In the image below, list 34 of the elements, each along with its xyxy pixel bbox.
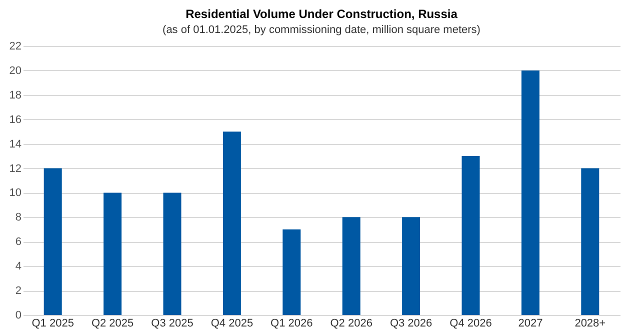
bar: [342, 217, 360, 315]
x-tick-label: Q2 2026: [330, 318, 372, 330]
bar: [163, 192, 182, 315]
bar: [462, 156, 480, 315]
bar: [282, 229, 301, 315]
y-tick-label: 20: [9, 64, 22, 77]
y-tick-label: 16: [9, 114, 22, 126]
x-tick-label: Q1 2025: [32, 318, 74, 330]
x-tick-label: Q2 2025: [91, 318, 134, 330]
y-tick-label: 14: [9, 138, 22, 150]
y-tick-label: 0: [15, 310, 22, 322]
y-tick-label: 8: [15, 212, 22, 224]
bar: [222, 132, 241, 315]
y-tick-label: 6: [15, 236, 22, 248]
chart-title: Residential Volume Under Construction, Russia: [186, 7, 458, 21]
bar: [104, 192, 122, 315]
y-tick-label: 4: [15, 260, 22, 273]
x-tick-label: 2027: [518, 318, 543, 330]
x-tick-label: Q3 2025: [151, 318, 194, 330]
x-tick-label: Q4 2026: [450, 318, 492, 330]
bar: [44, 168, 62, 315]
x-tick-label: Q1 2026: [270, 318, 313, 330]
bar: [402, 217, 420, 315]
y-tick-label: 18: [9, 89, 22, 102]
x-tick-label: Q4 2025: [210, 318, 254, 330]
y-tick-label: 10: [9, 187, 22, 200]
bar: [581, 168, 600, 315]
y-tick-label: 2: [15, 285, 22, 298]
chart-subtitle: (as of 01.01.2025, by commissioning date, million square meters): [162, 24, 480, 36]
y-tick-label: 22: [9, 40, 22, 52]
x-tick-label: 2028+: [574, 318, 606, 330]
x-tick-label: Q3 2026: [390, 318, 432, 330]
y-tick-label: 12: [9, 162, 22, 175]
bar: [521, 70, 540, 315]
